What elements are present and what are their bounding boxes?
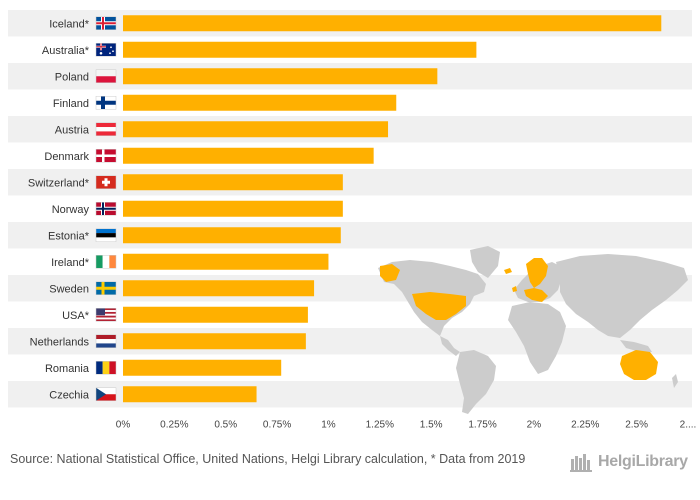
x-tick-label: 2.25% [571, 420, 599, 431]
category-label: USA* [62, 310, 90, 322]
bar-norway[interactable] [123, 200, 343, 217]
bar-finland[interactable] [123, 94, 397, 111]
x-axis-ticks: 0% 0.25% 0.5% 0.75% 1% 1.25% 1.5% 1.75% 2% 2.25% 2… [116, 420, 697, 431]
ireland-flag-icon [95, 255, 117, 269]
map-australia [620, 350, 658, 380]
poland-flag-icon [95, 69, 117, 83]
austria-flag-icon [95, 122, 117, 136]
category-label: Czechia [49, 389, 90, 401]
bar-chart: Iceland* Australia* Poland Finland Austria De… [8, 10, 697, 431]
bar-romania[interactable] [123, 359, 282, 376]
category-label: Finland [53, 98, 89, 110]
category-label: Sweden [49, 283, 89, 295]
bar-austria[interactable] [123, 121, 389, 138]
map-central-america [440, 336, 460, 356]
row-band [8, 169, 692, 196]
x-tick-label: 0.75% [263, 420, 291, 431]
map-ireland [512, 286, 517, 292]
australia-flag-icon [95, 43, 117, 57]
bar-ireland[interactable] [123, 253, 329, 270]
x-tick-label: 0.25% [160, 420, 188, 431]
category-label: Estonia* [48, 230, 90, 242]
row-band [8, 381, 692, 408]
brand-name: HelgiLibrary [598, 453, 688, 470]
map-iceland [504, 268, 512, 274]
map-south-america [456, 350, 496, 414]
row-band [8, 222, 692, 249]
row-band [8, 328, 692, 355]
x-tick-label: 1% [321, 420, 336, 431]
category-label: Romania [45, 363, 90, 375]
category-label: Australia* [42, 45, 90, 57]
estonia-flag-icon [95, 228, 117, 242]
x-tick-label: 1.25% [366, 420, 394, 431]
bar-estonia[interactable] [123, 227, 341, 244]
library-logo-icon [570, 454, 592, 472]
map-usa [412, 292, 466, 320]
czechia-flag-icon [95, 387, 117, 401]
switzerland-flag-icon [95, 175, 117, 189]
iceland-flag-icon [95, 16, 117, 30]
x-tick-label: 2% [527, 420, 542, 431]
map-greenland [470, 246, 500, 278]
bar-poland[interactable] [123, 68, 438, 85]
bar-usa[interactable] [123, 306, 308, 323]
x-tick-label: 1.75% [468, 420, 496, 431]
category-labels: Iceland* Australia* Poland Finland Austria De… [28, 18, 90, 401]
map-southeast-asia [620, 340, 652, 352]
brand-logo: HelgiLibrary [570, 452, 688, 472]
map-africa [508, 302, 566, 374]
map-asia [556, 254, 688, 338]
finland-flag-icon [95, 96, 117, 110]
denmark-flag-icon [95, 149, 117, 163]
map-new-zealand [672, 374, 678, 388]
map-central-europe [524, 288, 548, 302]
bar-denmark[interactable] [123, 147, 374, 164]
x-tick-label: 1.5% [420, 420, 443, 431]
romania-flag-icon [95, 361, 117, 375]
netherlands-flag-icon [95, 334, 117, 348]
category-label: Norway [52, 204, 90, 216]
bar-sweden[interactable] [123, 280, 315, 297]
x-tick-label: 0.5% [214, 420, 237, 431]
bar-czechia[interactable] [123, 386, 257, 403]
sweden-flag-icon [95, 281, 117, 295]
bar-netherlands[interactable] [123, 333, 306, 350]
source-note: Source: National Statistical Office, Uni… [10, 452, 526, 466]
category-label: Austria [55, 124, 90, 136]
bar-australia[interactable] [123, 41, 477, 58]
bar-iceland[interactable] [123, 15, 662, 32]
map-alaska [380, 264, 400, 282]
flags [95, 16, 117, 401]
usa-flag-icon [95, 308, 117, 322]
world-map-icon [378, 246, 688, 414]
category-label: Iceland* [49, 18, 89, 30]
category-label: Netherlands [30, 336, 90, 348]
category-label: Ireland* [51, 257, 90, 269]
bars [123, 15, 662, 403]
x-tick-label: 2.... [680, 420, 697, 431]
bar-switzerland[interactable] [123, 174, 343, 191]
category-label: Denmark [44, 151, 89, 163]
map-nordics [526, 258, 548, 288]
category-label: Poland [55, 71, 89, 83]
norway-flag-icon [95, 202, 117, 216]
x-tick-label: 0% [116, 420, 131, 431]
category-label: Switzerland* [28, 177, 90, 189]
x-tick-label: 2.5% [625, 420, 648, 431]
